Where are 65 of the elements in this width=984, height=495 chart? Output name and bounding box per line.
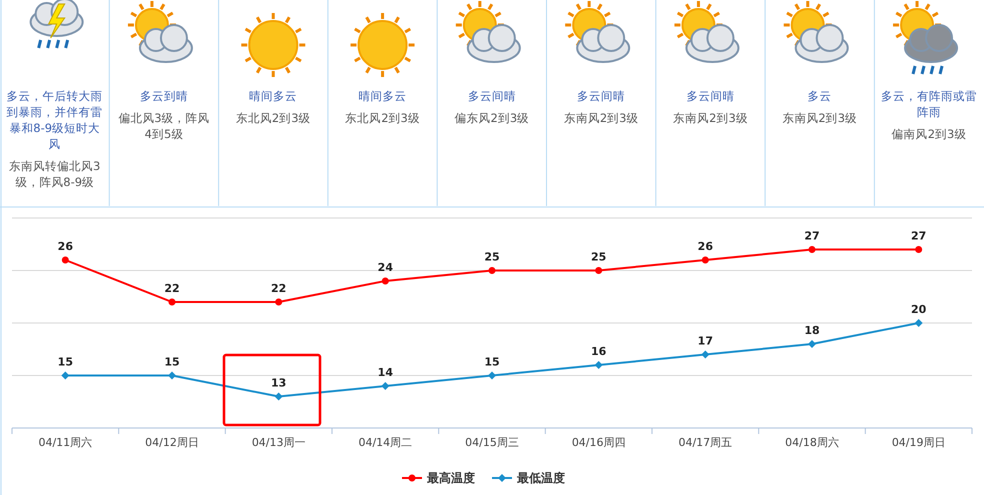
- text: 晴间多云: [358, 88, 408, 104]
- data-label: 27: [804, 230, 820, 242]
- text: 东南风2到3级: [672, 110, 749, 126]
- x-tick-label: 04/16周四: [572, 436, 626, 449]
- data-label: 18: [804, 324, 820, 337]
- x-tick-label: 04/11周六: [38, 436, 92, 449]
- x-tick-label: 04/14周二: [358, 436, 412, 449]
- point: [62, 256, 69, 264]
- point: [382, 278, 389, 284]
- legend-label: 最低温度: [516, 471, 565, 485]
- data-label: 14: [378, 366, 394, 379]
- text: 多云间晴: [576, 88, 626, 104]
- text: 多云，午后转大雨到暴雨，并伴有雷暴和8-9级短时大风: [6, 88, 104, 152]
- data-label: 16: [591, 345, 607, 358]
- text: 多云间晴: [685, 88, 736, 104]
- text: 东南风2到3级: [781, 110, 858, 126]
- text: 东北风2到3级: [344, 110, 421, 126]
- data-label: 17: [698, 334, 713, 348]
- data-label: 25: [591, 250, 606, 264]
- data-label: 13: [271, 376, 286, 390]
- data-label: 22: [271, 282, 286, 295]
- data-label: 15: [484, 356, 500, 368]
- x-tick-label: 04/19周日: [892, 436, 946, 449]
- text: 偏东风2到3级: [454, 110, 530, 126]
- point: [702, 256, 709, 264]
- text: 多云: [806, 88, 833, 104]
- point: [701, 350, 710, 358]
- x-tick-label: 04/18周六: [785, 436, 839, 449]
- text: 偏南风2到3级: [890, 126, 968, 142]
- point: [488, 372, 496, 380]
- point: [275, 298, 282, 306]
- text: 偏北风3级，阵风4到5级: [117, 110, 211, 142]
- point: [168, 298, 176, 306]
- text: 东北风2到3级: [234, 110, 312, 126]
- text: 多云间晴: [466, 88, 517, 104]
- data-label: 26: [58, 240, 74, 253]
- text: 晴间多云: [248, 88, 298, 104]
- x-tick-label: 04/15周三: [465, 436, 519, 449]
- x-tick-label: 04/12周日: [145, 436, 199, 449]
- point: [488, 267, 496, 274]
- data-label: 15: [164, 356, 180, 368]
- point: [808, 246, 816, 253]
- point: [274, 392, 283, 400]
- point: [915, 246, 922, 253]
- x-tick-label: 04/13周一: [252, 436, 306, 449]
- point: [914, 319, 923, 327]
- data-label: 25: [484, 250, 500, 264]
- text: 多云到晴: [138, 88, 189, 104]
- data-label: 20: [911, 303, 927, 316]
- x-tick-label: 04/17周五: [678, 436, 732, 449]
- point: [594, 361, 603, 369]
- data-label: 26: [698, 240, 714, 253]
- data-label: 22: [164, 282, 180, 295]
- point: [61, 372, 70, 380]
- point: [808, 340, 816, 348]
- text: 多云，有阵雨或雷阵雨: [880, 88, 978, 120]
- legend-label: 最高温度: [426, 471, 475, 485]
- data-label: 27: [911, 230, 926, 242]
- data-label: 24: [378, 261, 394, 274]
- text: 东南风转偏北风3级，阵风8-9级: [8, 158, 102, 190]
- text: 东南风2到3级: [562, 110, 640, 126]
- point: [168, 372, 176, 380]
- point: [595, 267, 602, 274]
- data-label: 15: [58, 356, 73, 368]
- point: [381, 382, 390, 390]
